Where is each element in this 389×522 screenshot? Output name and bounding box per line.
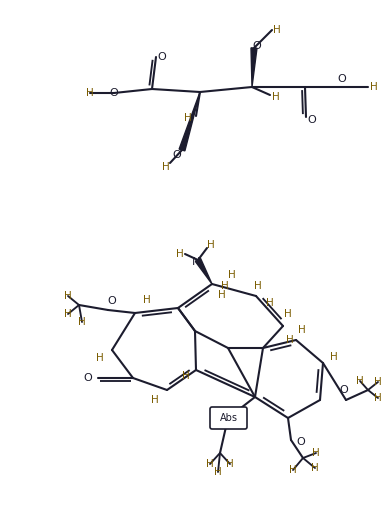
Text: O: O bbox=[158, 52, 166, 62]
Text: O: O bbox=[308, 115, 316, 125]
Text: H: H bbox=[207, 240, 215, 250]
Text: H: H bbox=[228, 270, 236, 280]
Text: H: H bbox=[182, 371, 190, 381]
Text: H: H bbox=[273, 25, 281, 35]
Text: O: O bbox=[173, 150, 181, 160]
Text: H: H bbox=[330, 352, 338, 362]
Text: H: H bbox=[312, 448, 320, 458]
Text: H: H bbox=[284, 309, 292, 319]
Text: O: O bbox=[340, 385, 349, 395]
Text: H: H bbox=[176, 249, 184, 259]
Text: N: N bbox=[192, 257, 200, 267]
Polygon shape bbox=[179, 92, 200, 151]
Text: H: H bbox=[86, 88, 94, 98]
Text: O: O bbox=[338, 74, 346, 84]
Text: H: H bbox=[184, 113, 192, 123]
Text: H: H bbox=[96, 353, 104, 363]
Text: H: H bbox=[370, 82, 378, 92]
Text: O: O bbox=[84, 373, 92, 383]
Text: H: H bbox=[214, 467, 222, 477]
Text: H: H bbox=[356, 376, 364, 386]
Text: H: H bbox=[78, 317, 86, 327]
Text: O: O bbox=[297, 437, 305, 447]
Text: H: H bbox=[162, 162, 170, 172]
Text: H: H bbox=[64, 309, 72, 319]
Text: H: H bbox=[221, 281, 229, 291]
Text: H: H bbox=[254, 281, 262, 291]
Text: H: H bbox=[206, 459, 214, 469]
Text: H: H bbox=[266, 298, 274, 308]
Text: O: O bbox=[110, 88, 118, 98]
Text: H: H bbox=[311, 463, 319, 473]
Text: H: H bbox=[374, 393, 382, 403]
Polygon shape bbox=[251, 48, 257, 87]
Polygon shape bbox=[195, 258, 212, 284]
Text: H: H bbox=[64, 291, 72, 301]
Text: H: H bbox=[286, 335, 294, 345]
Text: H: H bbox=[226, 459, 234, 469]
Text: H: H bbox=[218, 290, 226, 300]
Text: H: H bbox=[272, 92, 280, 102]
Text: O: O bbox=[108, 296, 116, 306]
Text: H: H bbox=[143, 295, 151, 305]
Text: H: H bbox=[374, 377, 382, 387]
Text: Abs: Abs bbox=[220, 413, 238, 423]
Text: H: H bbox=[289, 465, 297, 475]
Text: H: H bbox=[298, 325, 306, 335]
Text: O: O bbox=[252, 41, 261, 51]
Text: H: H bbox=[151, 395, 159, 405]
FancyBboxPatch shape bbox=[210, 407, 247, 429]
